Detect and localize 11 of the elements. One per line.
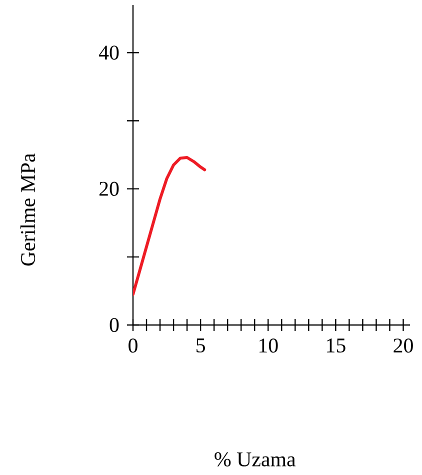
x-tick-label: 20 <box>394 338 413 353</box>
x-axis-title: % Uzama <box>214 452 296 466</box>
x-tick-label: 0 <box>128 338 138 353</box>
y-axis-title: Gerilme MPa <box>20 153 36 266</box>
x-tick-label: 15 <box>327 338 346 353</box>
y-tick-label: 20 <box>99 182 119 196</box>
y-tick-label: 40 <box>98 46 119 60</box>
x-tick-label: 5 <box>196 338 205 352</box>
y-tick-label: 0 <box>110 318 119 332</box>
line-series <box>133 156 206 296</box>
x-tick-label: 10 <box>260 338 278 353</box>
